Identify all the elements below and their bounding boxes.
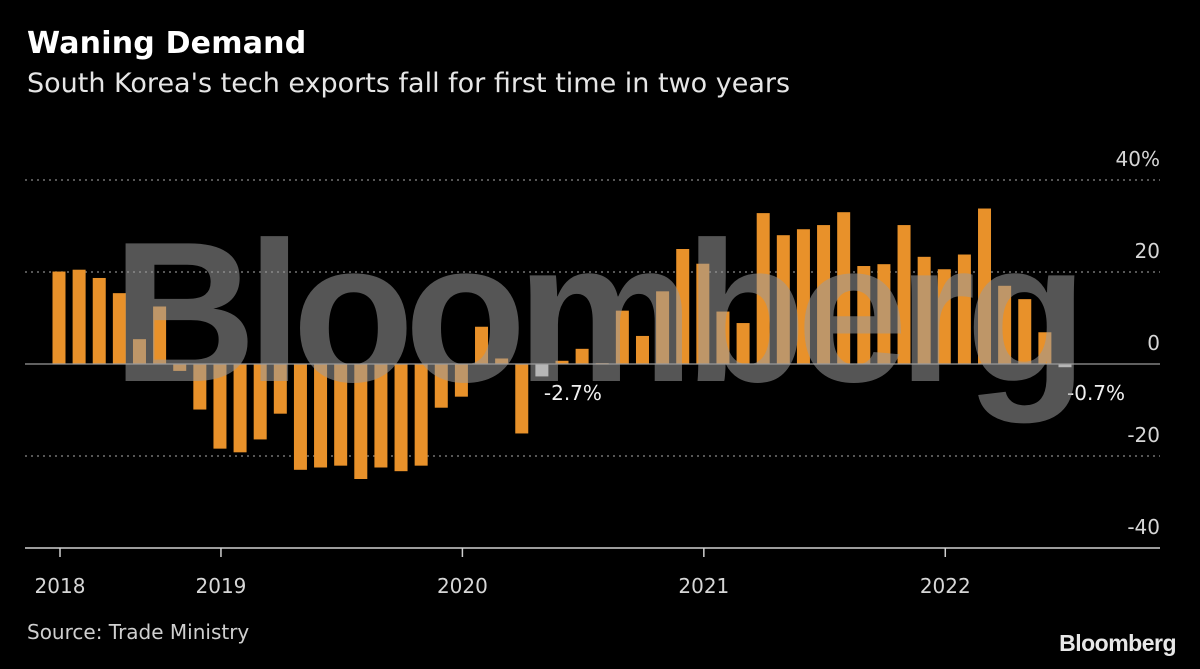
source-note: Source: Trade Ministry — [27, 620, 250, 644]
bar-2021-05 — [776, 235, 790, 364]
bar-2022-07 — [1058, 364, 1072, 368]
bar-2022-05 — [1018, 299, 1032, 364]
bar-2022-03 — [978, 208, 992, 364]
y-tick-label: -20 — [1127, 423, 1160, 447]
bar-2022-06 — [1038, 332, 1052, 364]
bar-2020-03 — [495, 358, 509, 364]
bar-2020-10 — [635, 335, 649, 364]
data-label: -0.7% — [1067, 381, 1125, 405]
y-tick-label: 20 — [1135, 239, 1160, 263]
bar-2022-02 — [957, 254, 971, 364]
y-tick-label: -40 — [1127, 515, 1160, 539]
bar-2019-01 — [213, 364, 227, 449]
bar-2021-10 — [877, 264, 891, 364]
bar-2019-02 — [233, 364, 247, 453]
bar-2018-09 — [132, 339, 146, 364]
x-tick-label: 2019 — [196, 574, 247, 598]
bar-2022-01 — [937, 269, 951, 364]
bar-2020-12 — [676, 249, 690, 364]
bloomberg-watermark: Bloomberg — [112, 201, 1078, 424]
bar-2018-05 — [52, 271, 66, 364]
bar-2021-08 — [837, 212, 851, 364]
y-tick-label: 0 — [1147, 331, 1160, 355]
bar-2021-04 — [756, 213, 770, 364]
bar-2019-03 — [253, 364, 267, 440]
chart-subtitle: South Korea's tech exports fall for firs… — [27, 68, 791, 99]
axes: 40% 20 0 -20 -40 2018 2019 2020 2021 2022 — [25, 147, 1160, 598]
bar-2021-11 — [897, 225, 911, 364]
bar-2020-07 — [575, 348, 589, 364]
bar-2021-09 — [857, 266, 871, 364]
annotations: -2.7% -0.7% — [544, 381, 1125, 405]
bar-2021-12 — [917, 256, 931, 364]
data-label: -2.7% — [544, 381, 602, 405]
x-tick-label: 2018 — [35, 574, 86, 598]
bar-2020-11 — [656, 291, 670, 364]
bar-2020-01 — [454, 364, 468, 397]
bar-2021-02 — [716, 311, 730, 364]
bar-2021-06 — [796, 229, 810, 364]
bar-2018-12 — [193, 364, 207, 410]
bar-2020-09 — [615, 310, 629, 364]
bar-2019-04 — [273, 364, 287, 414]
bar-2019-07 — [334, 364, 348, 466]
bar-2019-10 — [394, 364, 408, 472]
bloomberg-logo: Bloomberg — [1059, 630, 1176, 656]
bar-2019-09 — [374, 364, 388, 468]
bar-2021-01 — [696, 263, 710, 364]
bar-2018-07 — [92, 277, 106, 364]
bars — [52, 208, 1072, 479]
bar-2022-04 — [998, 285, 1012, 364]
y-tick-label: 40% — [1116, 147, 1160, 171]
chart-title: Waning Demand — [27, 26, 307, 61]
bar-2020-05 — [535, 364, 549, 377]
bar-2018-10 — [153, 306, 167, 364]
bar-2019-08 — [354, 364, 368, 479]
bar-2019-11 — [414, 364, 428, 466]
bar-2020-02 — [475, 326, 489, 364]
bar-2018-06 — [72, 269, 86, 364]
bar-2018-08 — [112, 293, 126, 364]
bar-2019-12 — [434, 364, 448, 408]
x-tick-label: 2020 — [437, 574, 488, 598]
bar-2021-07 — [817, 225, 831, 364]
bar-2021-03 — [736, 323, 750, 364]
bar-2020-06 — [555, 360, 569, 364]
x-tick-label: 2022 — [920, 574, 971, 598]
bar-2019-06 — [314, 364, 328, 468]
bar-2020-04 — [515, 364, 529, 434]
bar-2019-05 — [293, 364, 307, 470]
bar-2018-11 — [173, 364, 187, 371]
x-tick-label: 2021 — [678, 574, 729, 598]
